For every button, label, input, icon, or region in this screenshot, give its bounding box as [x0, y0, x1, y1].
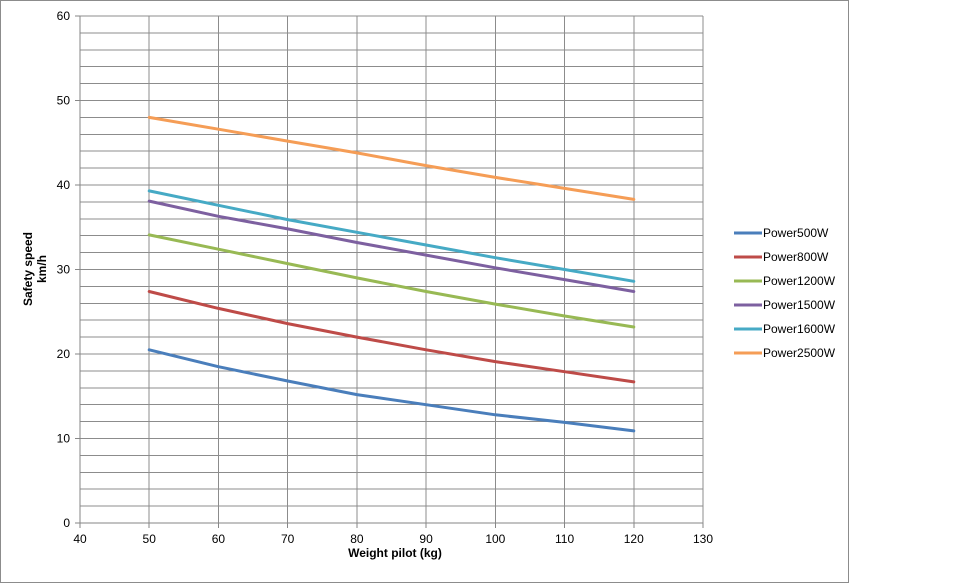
y-tick-label: 10 [57, 432, 71, 446]
y-tick-label: 30 [57, 263, 71, 277]
y-tick-label: 40 [57, 178, 71, 192]
series-line-power1500w [147, 199, 636, 293]
x-tick-label: 80 [350, 532, 364, 546]
legend-label: Power800W [763, 250, 829, 264]
y-axis-label: Safety speed [21, 232, 35, 306]
x-tick-label: 130 [693, 532, 713, 546]
y-axis-unit: km/h [35, 255, 49, 283]
x-tick-label: 70 [281, 532, 295, 546]
x-tick-label: 120 [624, 532, 644, 546]
series-line-power500w [147, 348, 636, 433]
legend-label: Power1200W [763, 274, 836, 288]
x-tick-label: 50 [143, 532, 157, 546]
x-tick-label: 60 [212, 532, 226, 546]
gridlines [79, 15, 704, 524]
legend-label: Power500W [763, 226, 829, 240]
axes [75, 15, 704, 528]
series-line-power1600w [147, 189, 636, 283]
x-tick-label: 110 [555, 532, 574, 546]
y-tick-label: 20 [57, 347, 71, 361]
series-lines [147, 115, 636, 433]
series-line-power2500w [147, 115, 636, 201]
x-tick-label: 40 [73, 532, 87, 546]
x-tick-labels: 40 50 60 70 80 90 100 110 120 130 [73, 532, 713, 546]
line-chart: 40 50 60 70 80 90 100 110 120 130 0 10 20 30 40 50 60 W… [21, 9, 836, 560]
legend-label: Power1600W [763, 322, 836, 336]
legend-label: Power2500W [763, 346, 836, 360]
legend-label: Power1500W [763, 298, 836, 312]
y-tick-label: 60 [57, 9, 71, 23]
y-tick-labels: 0 10 20 30 40 50 60 [57, 9, 71, 530]
series-line-power800w [147, 290, 636, 384]
y-tick-label: 0 [63, 516, 70, 530]
chart-frame: 40 50 60 70 80 90 100 110 120 130 0 10 20 30 40 50 60 W… [0, 0, 849, 583]
y-axis-label-group: Safety speed km/h [21, 232, 49, 306]
x-axis-label: Weight pilot (kg) [348, 546, 442, 560]
y-tick-label: 50 [57, 94, 71, 108]
x-tick-label: 90 [419, 532, 433, 546]
x-tick-label: 100 [485, 532, 505, 546]
series-line-power1200w [147, 233, 636, 329]
legend: Power500W Power800W Power1200W Power1500W Po… [734, 226, 836, 360]
